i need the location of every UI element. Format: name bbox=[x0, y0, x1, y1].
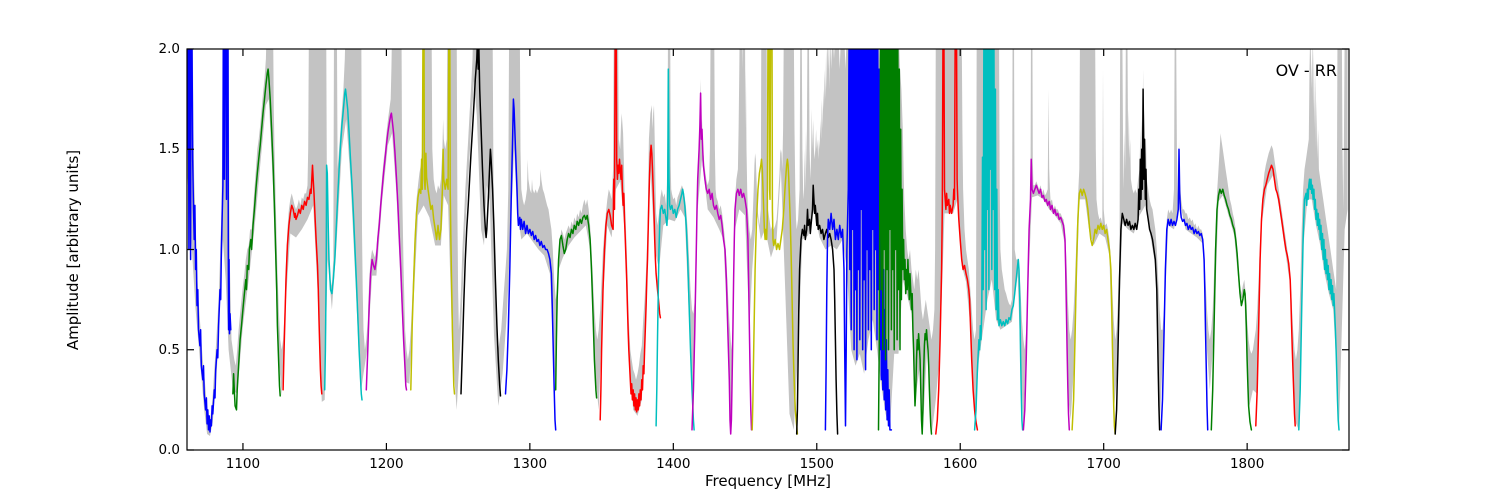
chunk-16-green bbox=[877, 49, 933, 435]
axis-ticks bbox=[187, 48, 1349, 451]
chunk-01-blue bbox=[187, 49, 232, 433]
chunk-12-magenta bbox=[691, 92, 753, 435]
x-tick-label-1600: 1600 bbox=[943, 456, 978, 472]
chunk-05-magenta bbox=[365, 112, 408, 391]
y-tick-label-1.0: 1.0 bbox=[158, 241, 180, 258]
plot-area bbox=[187, 49, 1348, 436]
chunk-03-red bbox=[282, 164, 323, 395]
chunk-23-green bbox=[1210, 188, 1253, 431]
x-tick-label-1200: 1200 bbox=[369, 456, 404, 472]
x-tick-label-1100: 1100 bbox=[225, 456, 261, 472]
chunk-06-yellow bbox=[410, 49, 456, 395]
chunk-04-cyan bbox=[323, 88, 363, 401]
chunk-20-yellow bbox=[1071, 188, 1116, 435]
chunk-09-green bbox=[554, 214, 598, 399]
plot-corner-label: OV - RR bbox=[1275, 61, 1337, 80]
chunk-10-red bbox=[599, 49, 662, 421]
x-tick-label-1700: 1700 bbox=[1086, 456, 1121, 472]
chunk-17-red bbox=[935, 49, 979, 435]
chunk-02-green bbox=[232, 68, 281, 411]
chunk-07-black bbox=[460, 49, 502, 397]
y-tick-label-1.5: 1.5 bbox=[158, 141, 180, 158]
x-axis-title: Frequency [MHz] bbox=[704, 472, 832, 490]
x-tick-label-1500: 1500 bbox=[799, 456, 834, 472]
x-tick-label-1300: 1300 bbox=[512, 456, 548, 472]
chunk-19-magenta bbox=[1022, 158, 1071, 431]
chunk-25-cyan bbox=[1298, 178, 1340, 431]
x-tick-label-1400: 1400 bbox=[656, 456, 691, 472]
y-tick-label-2.0: 2.0 bbox=[158, 41, 180, 57]
chunk-21-black bbox=[1114, 88, 1161, 435]
y-tick-label-0.0: 0.0 bbox=[158, 442, 180, 458]
chunk-22-blue bbox=[1160, 148, 1209, 431]
x-tick-label-1800: 1800 bbox=[1229, 456, 1265, 472]
chunk-15-blue bbox=[824, 49, 893, 431]
chunk-11-cyan bbox=[655, 68, 695, 431]
y-tick-label-0.5: 0.5 bbox=[158, 341, 180, 358]
chunk-18-cyan bbox=[973, 49, 1024, 431]
chunk-08-blue bbox=[504, 98, 557, 431]
chunk-13-yellow bbox=[751, 49, 799, 435]
y-axis-title: Amplitude [arbitrary units] bbox=[64, 149, 82, 351]
chunk-24-red bbox=[1255, 164, 1296, 427]
chunk-14-black bbox=[795, 184, 839, 435]
